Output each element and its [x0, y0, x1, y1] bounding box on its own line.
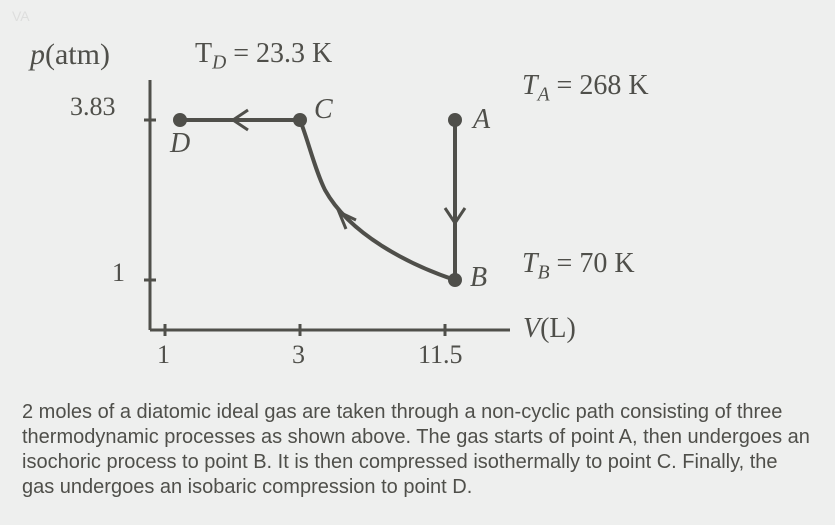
temp-B-val: = 70 K	[557, 248, 635, 279]
temp-A-label: TA = 268 K	[522, 70, 649, 107]
point-label-B: B	[470, 262, 487, 294]
temp-A-T: T	[522, 70, 538, 101]
temp-D-T: T	[195, 38, 212, 69]
x-axis-unit: (L)	[540, 313, 576, 344]
point-A	[448, 113, 462, 127]
point-B	[448, 273, 462, 287]
temp-D-val: = 23.3 K	[233, 38, 332, 69]
y-tick-label-1: 1	[112, 258, 125, 288]
x-tick-label-1: 1	[157, 340, 170, 370]
temp-D-label: TD = 23.3 K	[195, 38, 332, 75]
point-D	[173, 113, 187, 127]
figure-container: VA p(atm) TD = 23.3 K	[0, 0, 835, 525]
watermark-text: VA	[12, 8, 30, 24]
y-axis-title: p(atm)	[30, 38, 110, 72]
x-axis-var: V	[523, 313, 540, 344]
process-BC	[300, 120, 455, 280]
point-label-D: D	[170, 128, 190, 160]
temp-A-sub: A	[538, 85, 550, 106]
y-axis-unit: (atm)	[45, 38, 110, 71]
temp-D-sub: D	[212, 53, 226, 74]
point-label-C: C	[314, 94, 333, 126]
temp-B-sub: B	[538, 263, 550, 284]
x-tick-label-115: 11.5	[418, 340, 463, 370]
temp-A-val: = 268 K	[557, 70, 649, 101]
point-label-A: A	[473, 104, 490, 136]
y-tick-label-383: 3.83	[70, 92, 116, 122]
problem-description: 2 moles of a diatomic ideal gas are take…	[22, 400, 812, 500]
point-C	[293, 113, 307, 127]
temp-B-T: T	[522, 248, 538, 279]
y-axis-var: p	[30, 38, 45, 71]
x-tick-label-3: 3	[292, 340, 305, 370]
x-axis-title: V(L)	[523, 313, 576, 345]
temp-B-label: TB = 70 K	[522, 248, 635, 285]
